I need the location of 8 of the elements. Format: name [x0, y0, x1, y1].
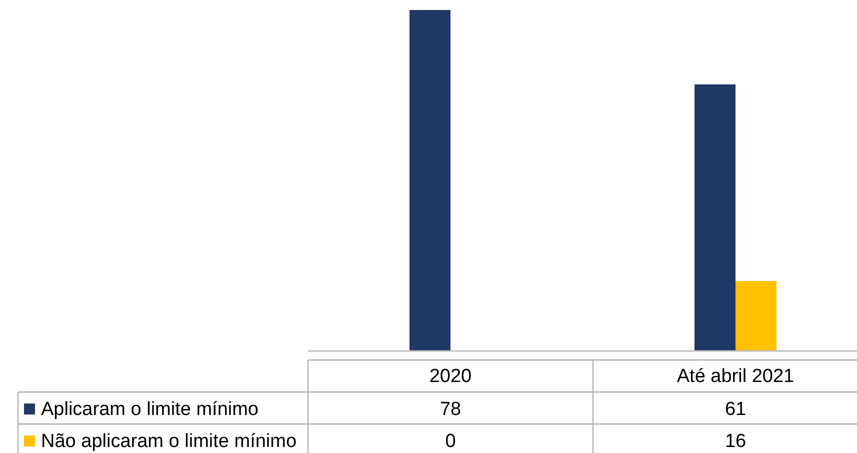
- legend-label: Não aplicaram o limite mínimo: [41, 431, 297, 452]
- data-label: 16: [724, 431, 746, 452]
- legend-label: Aplicaram o limite mínimo: [41, 399, 258, 420]
- data-label: 78: [440, 399, 462, 420]
- x-tick-label: 2020: [429, 366, 472, 387]
- data-label: 61: [724, 399, 746, 420]
- data-label: 0: [445, 431, 456, 452]
- x-tick-label: Até abril 2021: [676, 366, 794, 387]
